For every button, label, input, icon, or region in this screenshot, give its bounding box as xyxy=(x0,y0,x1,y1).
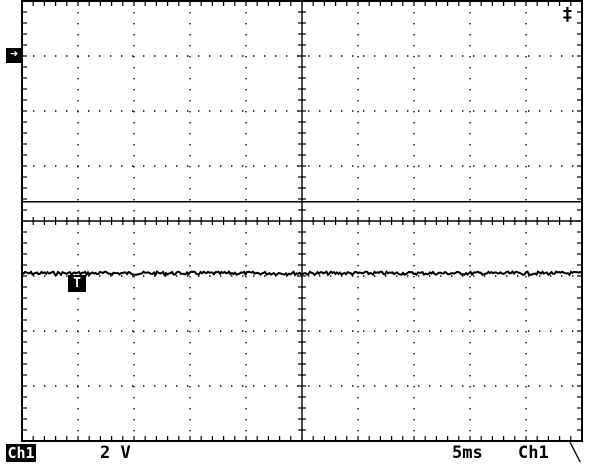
trigger-position-marker: T xyxy=(68,275,86,292)
volts-per-div-readout: 2 V xyxy=(100,443,131,463)
graticule xyxy=(21,0,583,442)
trigger-source-readout: Ch1 xyxy=(518,443,549,463)
top-right-indicator: ‡ xyxy=(562,4,573,25)
channel-tag: Ch1 xyxy=(6,444,36,462)
ch1-trace xyxy=(21,269,582,277)
time-per-div-readout: 5ms xyxy=(452,443,483,463)
ground-reference-marker: ➜ xyxy=(6,48,22,63)
trigger-slope-icon: ╲ xyxy=(570,443,581,463)
